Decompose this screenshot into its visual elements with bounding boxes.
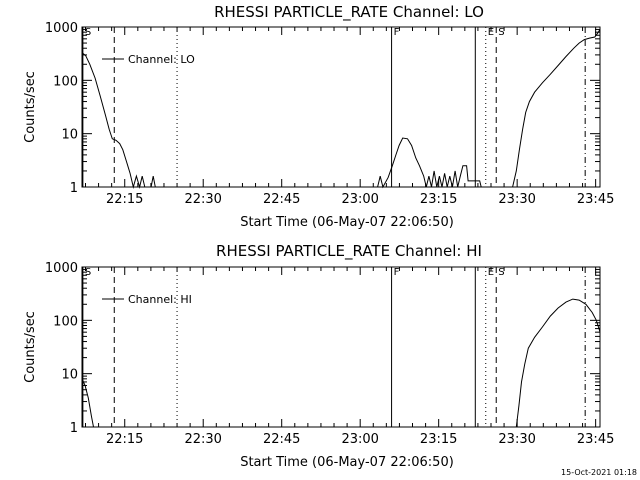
y-tick-label: 100 [53, 74, 78, 89]
x-tick-label: 23:45 [577, 432, 614, 447]
date-stamp: 15-Oct-2021 01:18 [561, 468, 637, 477]
y-tick-label: 1 [70, 421, 78, 436]
x-tick-label: 22:45 [263, 432, 300, 447]
y-tick-label: 10 [61, 128, 78, 143]
x-tick-label: 23:00 [341, 432, 378, 447]
x-tick-label: 22:15 [106, 432, 143, 447]
y-tick-label: 1000 [45, 21, 78, 36]
event-marker-label: F [394, 27, 400, 38]
legend-label: Channel: HI [128, 293, 192, 306]
legend-label: Channel: LO [128, 53, 195, 66]
series-line [512, 29, 601, 188]
event-marker-label: S [85, 267, 91, 278]
y-axis-label: Counts/sec [23, 311, 38, 383]
event-marker-label: S [498, 27, 504, 38]
x-axis-label: Start Time (06-May-07 22:06:50) [240, 455, 454, 470]
y-tick-label: 1000 [45, 261, 78, 276]
x-tick-label: 23:15 [420, 432, 457, 447]
y-tick-label: 100 [53, 314, 78, 329]
y-axis-label: Counts/sec [23, 71, 38, 143]
series-line [377, 137, 482, 189]
chart-panel-lo: RHESSI PARTICLE_RATE Channel: LO Start T… [23, 3, 614, 230]
chart-title: RHESSI PARTICLE_RATE Channel: LO [214, 3, 484, 22]
plot-frame [81, 266, 601, 428]
x-tick-label: 22:45 [263, 192, 300, 207]
y-tick-label: 10 [61, 368, 78, 383]
event-marker-label: E [488, 267, 494, 278]
series-line [81, 378, 94, 428]
x-tick-label: 23:15 [420, 192, 457, 207]
event-marker-label: E [488, 27, 494, 38]
x-tick-label: 23:30 [498, 432, 535, 447]
event-marker-label: S [85, 27, 91, 38]
x-tick-label: 23:00 [341, 192, 378, 207]
series-line [515, 298, 601, 428]
event-marker-label: S [498, 267, 504, 278]
x-tick-label: 23:30 [498, 192, 535, 207]
chart-title: RHESSI PARTICLE_RATE Channel: HI [216, 242, 482, 261]
x-tick-label: 22:30 [184, 432, 221, 447]
x-tick-label: 23:45 [577, 192, 614, 207]
x-axis-label: Start Time (06-May-07 22:06:50) [240, 215, 454, 230]
x-tick-label: 22:30 [184, 192, 221, 207]
chart-panel-hi: RHESSI PARTICLE_RATE Channel: HI Start T… [23, 242, 614, 470]
series-line [81, 52, 156, 189]
plot-frame [81, 26, 601, 188]
x-tick-label: 22:15 [106, 192, 143, 207]
event-marker-label: F [394, 267, 400, 278]
y-tick-label: 1 [70, 181, 78, 196]
